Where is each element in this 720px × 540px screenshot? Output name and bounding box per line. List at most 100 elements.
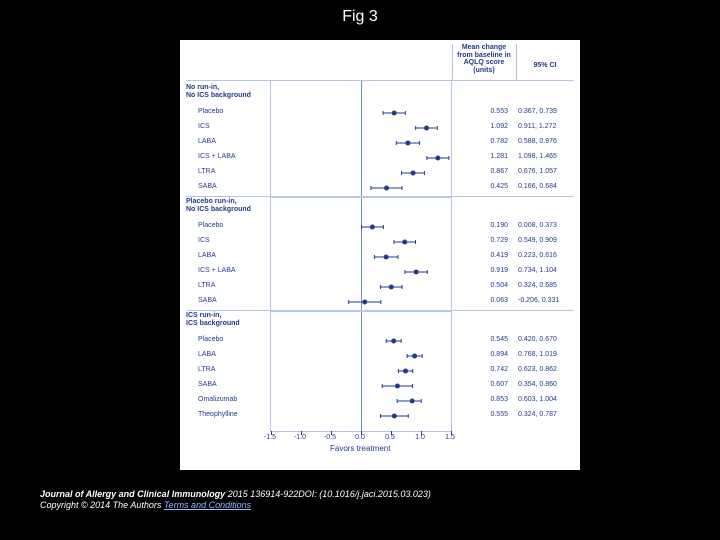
forest-marker — [271, 222, 451, 232]
group-label: No run-in, No ICS background — [186, 84, 251, 99]
mean-value: 0.555 — [458, 411, 508, 418]
section-divider — [271, 197, 451, 198]
col-header-mean: Mean change from baseline in AQLQ score … — [456, 44, 512, 75]
mean-value: 0.607 — [458, 381, 508, 388]
forest-marker — [271, 282, 451, 292]
group-label: Placebo run-in, No ICS background — [186, 198, 251, 213]
mean-value: 0.729 — [458, 237, 508, 244]
ci-value: 0.734, 1.104 — [518, 267, 557, 274]
treatment-label: LABA — [198, 351, 216, 358]
citation-copyright: Copyright © 2014 The Authors — [40, 500, 161, 510]
citation-ref: 2015 136914-922DOI: (10.1016/j.jaci.2015… — [228, 489, 431, 499]
terms-link[interactable]: Terms and Conditions — [164, 500, 251, 510]
ci-value: 0.324, 0.787 — [518, 411, 557, 418]
header-underline — [186, 80, 574, 81]
mean-value: 0.742 — [458, 366, 508, 373]
forest-marker — [271, 183, 451, 193]
forest-marker — [271, 138, 451, 148]
treatment-label: LABA — [198, 252, 216, 259]
treatment-label: SABA — [198, 297, 217, 304]
mean-value: 0.853 — [458, 396, 508, 403]
section-divider — [271, 311, 451, 312]
x-tick-label: 1.5 — [445, 434, 455, 441]
forest-marker — [271, 267, 451, 277]
treatment-label: LABA — [198, 138, 216, 145]
ci-value: 0.623, 0.862 — [518, 366, 557, 373]
x-tick-label: -0.5 — [324, 434, 336, 441]
forest-marker — [271, 153, 451, 163]
ci-value: 0.367, 0.739 — [518, 108, 557, 115]
treatment-label: ICS — [198, 123, 210, 130]
mean-value: 0.782 — [458, 138, 508, 145]
forest-marker — [271, 396, 451, 406]
treatment-label: Omalizumab — [198, 396, 237, 403]
x-axis-label: Favors treatment — [330, 444, 390, 453]
treatment-label: LTRA — [198, 366, 215, 373]
treatment-label: Placebo — [198, 108, 223, 115]
ci-value: 0.354, 0.860 — [518, 381, 557, 388]
col-header-ci: 95% CI — [518, 62, 572, 70]
forest-marker — [271, 411, 451, 421]
mean-value: 0.553 — [458, 108, 508, 115]
forest-marker — [271, 297, 451, 307]
ci-value: -0.206, 0.331 — [518, 297, 559, 304]
mean-value: 0.425 — [458, 183, 508, 190]
forest-marker — [271, 168, 451, 178]
treatment-label: ICS — [198, 237, 210, 244]
x-tick-label: 0.5 — [385, 434, 395, 441]
x-tick-label: 0.0 — [355, 434, 365, 441]
forest-marker — [271, 237, 451, 247]
forest-marker — [271, 366, 451, 376]
ci-value: 0.603, 1.004 — [518, 396, 557, 403]
header-divider-2 — [516, 44, 517, 80]
mean-value: 1.281 — [458, 153, 508, 160]
mean-value: 0.894 — [458, 351, 508, 358]
forest-plot — [270, 80, 452, 432]
x-tick-label: -1.0 — [294, 434, 306, 441]
figure-area: Mean change from baseline in AQLQ score … — [180, 40, 580, 470]
ci-value: 0.008, 0.373 — [518, 222, 557, 229]
ci-value: 0.768, 1.019 — [518, 351, 557, 358]
ci-value: 0.166, 0.684 — [518, 183, 557, 190]
ci-value: 0.549, 0.909 — [518, 237, 557, 244]
treatment-label: LTRA — [198, 168, 215, 175]
forest-marker — [271, 381, 451, 391]
ci-value: 0.911, 1.272 — [518, 123, 556, 130]
treatment-label: LTRA — [198, 282, 215, 289]
mean-value: 0.919 — [458, 267, 508, 274]
group-label: ICS run-in, ICS background — [186, 312, 240, 327]
section-divider-full — [186, 196, 574, 197]
ci-value: 1.098, 1.465 — [518, 153, 557, 160]
ci-value: 0.324, 0.685 — [518, 282, 557, 289]
mean-value: 0.419 — [458, 252, 508, 259]
ci-value: 0.588, 0.976 — [518, 138, 557, 145]
treatment-label: SABA — [198, 183, 217, 190]
treatment-label: ICS + LABA — [198, 267, 236, 274]
ci-value: 0.223, 0.616 — [518, 252, 557, 259]
treatment-label: ICS + LABA — [198, 153, 236, 160]
forest-marker — [271, 336, 451, 346]
mean-value: 0.867 — [458, 168, 508, 175]
ci-value: 0.420, 0.670 — [518, 336, 557, 343]
forest-marker — [271, 123, 451, 133]
x-tick-label: -1.5 — [264, 434, 276, 441]
mean-value: 0.545 — [458, 336, 508, 343]
treatment-label: Placebo — [198, 336, 223, 343]
forest-marker — [271, 252, 451, 262]
mean-value: 0.063 — [458, 297, 508, 304]
treatment-label: Placebo — [198, 222, 223, 229]
ci-value: 0.676, 1.057 — [518, 168, 557, 175]
citation-journal: Journal of Allergy and Clinical Immunolo… — [40, 489, 225, 499]
header-divider-1 — [452, 44, 453, 80]
treatment-label: SABA — [198, 381, 217, 388]
mean-value: 0.190 — [458, 222, 508, 229]
slide: Fig 3 Mean change from baseline in AQLQ … — [0, 0, 720, 540]
citation: Journal of Allergy and Clinical Immunolo… — [40, 489, 680, 512]
section-divider-full — [186, 310, 574, 311]
treatment-label: Theophylline — [198, 411, 238, 418]
figure-title: Fig 3 — [0, 8, 720, 26]
forest-marker — [271, 351, 451, 361]
x-tick-label: 1.0 — [415, 434, 425, 441]
forest-marker — [271, 108, 451, 118]
mean-value: 1.092 — [458, 123, 508, 130]
